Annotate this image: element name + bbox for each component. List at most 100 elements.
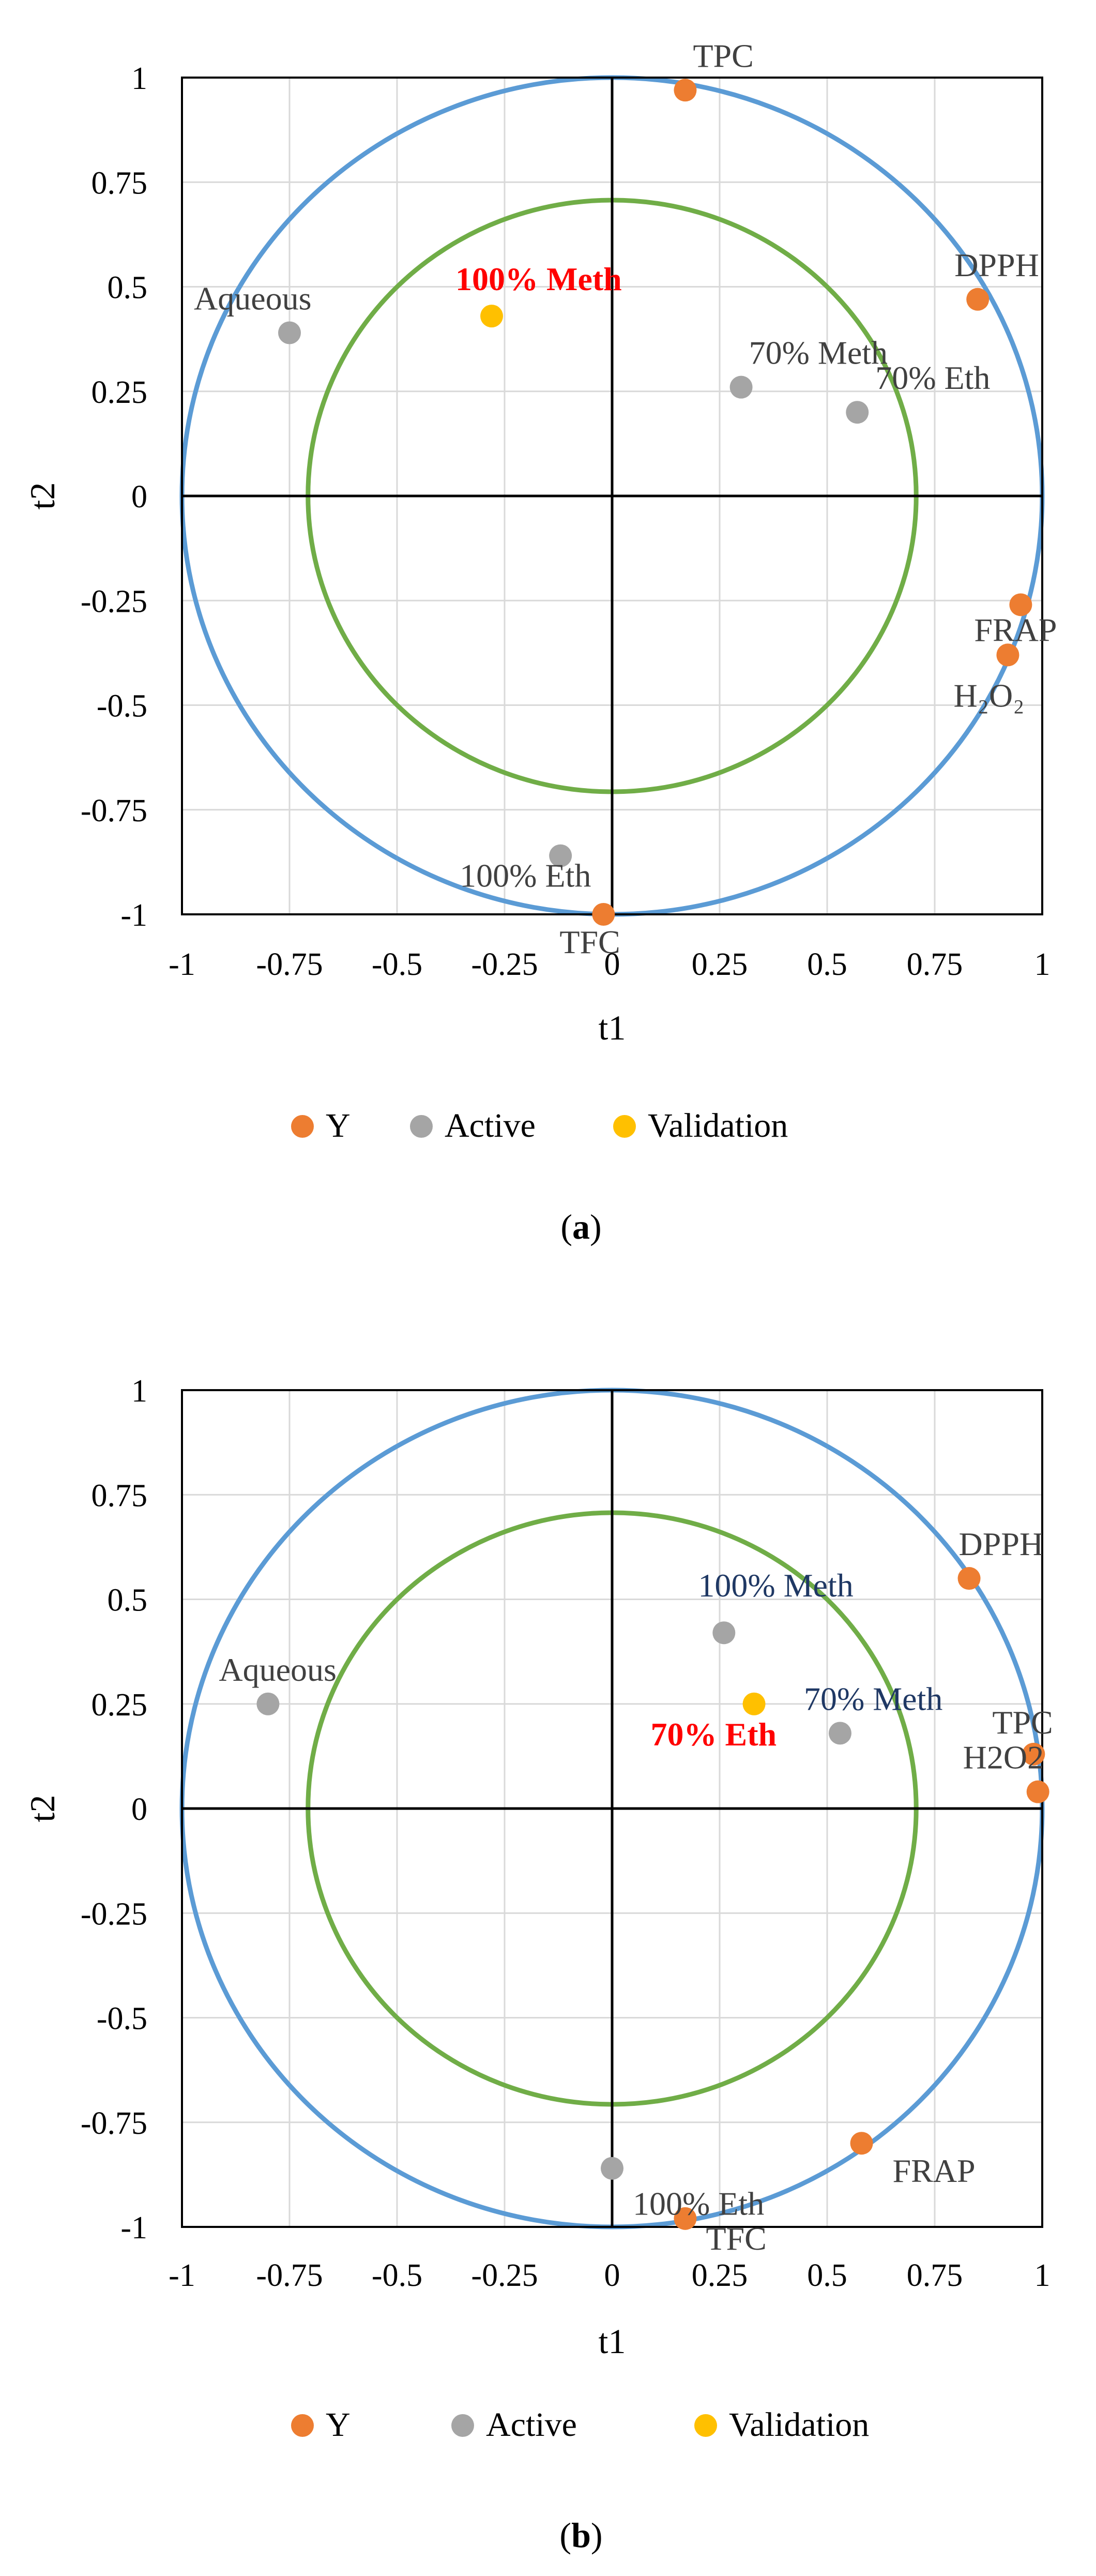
panel-b-point-aqueous (256, 1692, 280, 1715)
panel-a-label-70pct-eth: 70% Eth (875, 359, 990, 396)
panel-a-x-tick-label: -0.75 (256, 947, 323, 982)
panel-b-point-h2o2 (1026, 1780, 1049, 1803)
panel-b-caption: (b) (559, 2515, 602, 2555)
panel-b-y-axis-label: t2 (23, 1795, 62, 1822)
panel-b-point-tpc (1022, 1742, 1045, 1766)
panel-a-point-tfc (592, 903, 615, 926)
panel-a-x-tick-labels: -1 -0.75 -0.5 -0.25 0 0.25 0.5 0.75 1 (169, 947, 1050, 982)
panel-a-label-h2o2: H₂O₂ (953, 677, 1024, 714)
panel-b-legend-label-active: Active (486, 2406, 577, 2444)
panel-a-label-100pct-eth: 100% Eth (460, 857, 591, 894)
panel-b-y-tick-label: 0 (131, 1792, 147, 1827)
panel-a-legend: Y Active Validation (291, 1107, 788, 1144)
panel-a-legend-marker-y (291, 1115, 314, 1138)
panel-b-legend-label-y: Y (326, 2406, 351, 2444)
panel-b-label-frap: FRAP (893, 2152, 976, 2189)
panel-a-y-tick-label: 0.25 (92, 375, 148, 410)
panel-a-x-tick-label: -1 (169, 947, 195, 982)
panel-a-x-tick-label: -0.25 (471, 947, 538, 982)
panel-a-x-tick-label: 1 (1034, 947, 1051, 982)
panel-b-point-100pct-eth (601, 2157, 623, 2180)
panel-b-label-70pct-eth: 70% Eth (651, 1716, 777, 1753)
panel-b-x-tick-labels: -1 -0.75 -0.5 -0.25 0 0.25 0.5 0.75 1 (169, 2258, 1050, 2293)
panel-a-y-tick-label: -0.25 (81, 584, 147, 619)
panel-a-point-100pct-eth (549, 844, 572, 867)
panel-b-x-tick-label: -0.5 (372, 2258, 422, 2293)
panel-a-x-tick-label: 0.25 (692, 947, 748, 982)
panel-b-label-h2o2: H2O2 (963, 1739, 1044, 1776)
panel-b-legend: Y Active Validation (291, 2406, 869, 2444)
panel-b-legend-marker-validation (694, 2414, 717, 2437)
panel-b-x-tick-label: 1 (1034, 2258, 1051, 2293)
panel-a-label-tpc: TPC (693, 37, 753, 74)
panel-a-point-frap (1009, 593, 1032, 616)
panel-b-x-axis-label: t1 (599, 2322, 626, 2361)
panel-a-x-tick-label: 0 (604, 947, 620, 982)
panel-a-label-70pct-meth: 70% Meth (749, 335, 888, 371)
panel-b-legend-label-validation: Validation (729, 2406, 869, 2444)
panel-a-label-frap: FRAP (974, 611, 1057, 648)
panel-b-x-tick-label: 0 (604, 2258, 620, 2293)
panel-b-axes (181, 1389, 1043, 2228)
panel-b-label-dpph: DPPH (959, 1526, 1044, 1562)
panel-b-legend-marker-active (451, 2414, 474, 2437)
panel-a-caption-letter: a (572, 1207, 590, 1246)
panel-b-y-tick-labels: 1 0.75 0.5 0.25 0 -0.25 -0.5 -0.75 -1 (81, 1374, 147, 2246)
panel-a-y-tick-label: 0.75 (92, 165, 148, 201)
panel-b-label-100pct-eth: 100% Eth (633, 2186, 764, 2222)
panel-a-y-tick-label: -0.75 (81, 793, 147, 828)
panel-a-legend-label-validation: Validation (648, 1107, 788, 1144)
panel-b-point-dpph (957, 1567, 981, 1590)
panel-a-x-tick-label: 0.75 (907, 947, 963, 982)
panel-a-y-axis-label: t2 (23, 483, 62, 510)
panel-b-x-tick-label: 0.25 (692, 2258, 748, 2293)
panel-a-point-aqueous (278, 321, 301, 344)
panel-b-x-tick-label: 0.5 (807, 2258, 847, 2293)
panel-b-label-aqueous: Aqueous (219, 1651, 337, 1688)
panel-a: -1 -0.75 -0.5 -0.25 0 0.25 0.5 0.75 1 1 0.75 0.5 0.… (23, 37, 1057, 1246)
panel-b-y-tick-label: 0.75 (92, 1478, 148, 1513)
panel-a-legend-marker-active (410, 1115, 433, 1138)
panel-a-legend-label-y: Y (326, 1107, 351, 1144)
panel-a-caption: (a) (560, 1207, 601, 1246)
panel-b-y-tick-label: 0.25 (92, 1688, 148, 1723)
panel-b-point-70pct-meth (828, 1722, 851, 1745)
panel-a-point-dpph (966, 288, 990, 311)
panel-a-point-tpc (674, 79, 697, 102)
panel-a-y-tick-label: 0 (131, 479, 147, 515)
panel-a-legend-label-active: Active (445, 1107, 536, 1144)
panel-a-label-aqueous: Aqueous (194, 280, 312, 317)
panel-b-label-70pct-meth: 70% Meth (804, 1680, 942, 1717)
panel-a-label-100pct-meth: 100% Meth (455, 261, 622, 297)
panel-a-point-70pct-eth (846, 401, 869, 424)
panel-a-x-tick-label: 0.5 (807, 947, 847, 982)
panel-b-x-tick-label: -0.75 (256, 2258, 323, 2293)
panel-b-legend-marker-y (291, 2414, 314, 2437)
panel-a-x-tick-label: -0.5 (372, 947, 422, 982)
panel-a-x-axis-label: t1 (599, 1008, 626, 1047)
panel-a-y-tick-label: -0.5 (97, 689, 147, 724)
panel-b-label-tpc: TPC (992, 1704, 1053, 1741)
panel-a-point-70pct-meth (729, 375, 753, 399)
panel-b-point-70pct-eth (742, 1692, 766, 1715)
panel-a-y-tick-label: 1 (131, 61, 147, 96)
panel-b-points (256, 1567, 1049, 2230)
panel-b-x-tick-label: -1 (169, 2258, 195, 2293)
panel-b-point-100pct-meth (712, 1621, 736, 1645)
panel-b-point-tfc (674, 2207, 697, 2230)
panel-b-label-tfc: TFC (706, 2220, 766, 2257)
panel-a-legend-marker-validation (613, 1115, 636, 1138)
panel-a-y-tick-labels: 1 0.75 0.5 0.25 0 -0.25 -0.5 -0.75 -1 (81, 61, 147, 933)
panel-b-x-tick-label: -0.25 (471, 2258, 538, 2293)
panel-b-y-tick-label: 0.5 (108, 1583, 148, 1618)
panel-a-y-tick-label: -1 (120, 898, 147, 933)
panel-a-points (278, 79, 1032, 926)
panel-b: -1 -0.75 -0.5 -0.25 0 0.25 0.5 0.75 1 1 0.75 0.5 0.… (23, 1374, 1053, 2555)
panel-b-y-tick-label: 1 (131, 1374, 147, 1409)
panel-b-y-tick-label: -0.25 (81, 1896, 147, 1932)
panel-b-y-tick-label: -0.5 (97, 2001, 147, 2037)
panel-b-x-tick-label: 0.75 (907, 2258, 963, 2293)
